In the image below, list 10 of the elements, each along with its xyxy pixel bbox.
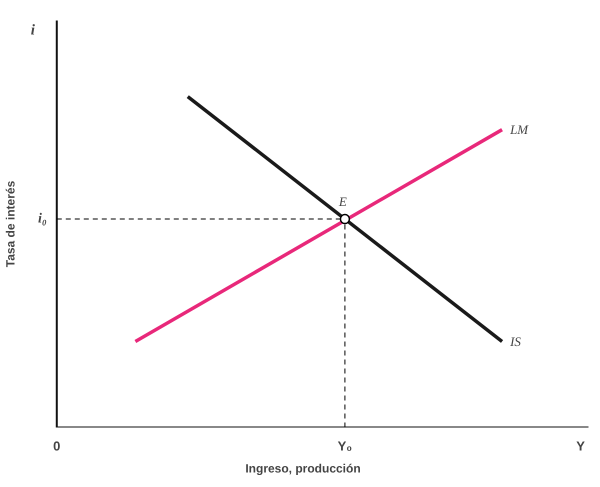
x-tick-label: Y [576,438,586,454]
annotation: E [338,194,347,210]
series-label: LM [509,122,530,138]
series-label: IS [509,334,522,349]
x-tick-label: 0 [53,438,60,454]
x-axis-title: Ingreso, producción [245,462,361,476]
text: i [30,22,36,38]
x-tick-label: Y₀ [338,438,352,454]
y-axis-title: Tasa de interés [4,180,18,268]
ref-line-label: i₀ [38,212,47,227]
